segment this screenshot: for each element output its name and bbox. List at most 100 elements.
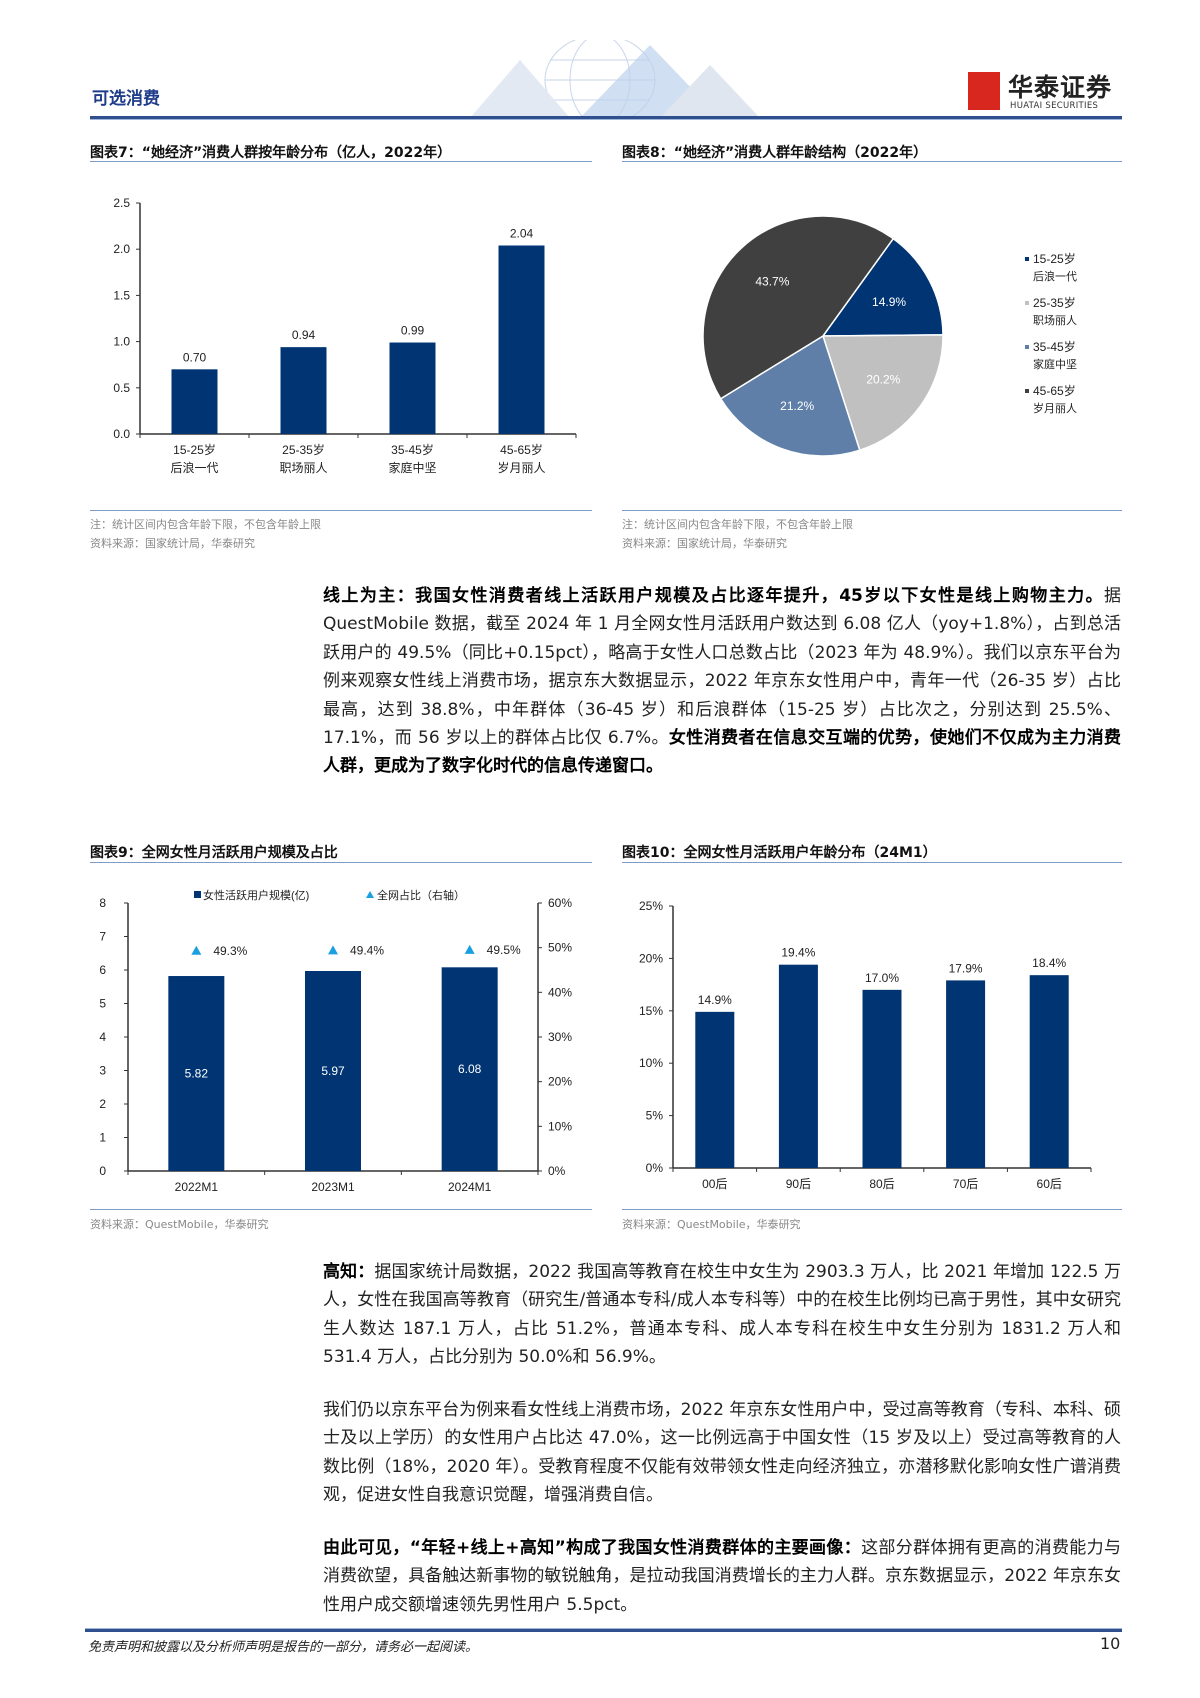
x-tick-label: 15-25岁: [173, 442, 216, 457]
y2-tick-label: 60%: [548, 896, 572, 910]
legend-label: 25-35岁: [1033, 295, 1076, 310]
legend-label: 35-45岁: [1033, 339, 1076, 354]
y-tick-label: 5: [99, 997, 106, 1011]
bar-value-label: 2.04: [510, 227, 534, 241]
y-tick-label: 2: [99, 1097, 106, 1111]
fig7-title-divider: [90, 161, 592, 162]
pie-slice-label: 43.7%: [755, 274, 789, 288]
pie-slice-label: 21.2%: [780, 399, 814, 413]
bar-value-label: 0.99: [401, 324, 425, 338]
para-body: 据国家统计局数据，2022 我国高等教育在校生中女生为 2903.3 万人，比 …: [323, 1262, 1122, 1368]
pie-slice: [702, 215, 895, 400]
x-tick-label: 2023M1: [311, 1180, 355, 1194]
x-tick-label: 家庭中坚: [388, 460, 436, 475]
bar: [305, 971, 361, 1171]
x-tick-label: 60后: [1037, 1177, 1062, 1191]
bar-value-label: 18.4%: [1032, 956, 1066, 970]
fig8-title-divider: [622, 161, 1122, 162]
fig8-note-divider: [622, 510, 1122, 511]
legend-swatch: [1025, 345, 1029, 349]
paragraph-education: 高知：据国家统计局数据，2022 我国高等教育在校生中女生为 2903.3 万人…: [323, 1258, 1121, 1372]
y-tick-label: 0%: [646, 1161, 664, 1175]
bar: [498, 245, 545, 434]
y-tick-label: 0.0: [113, 427, 130, 441]
bar: [695, 1011, 735, 1168]
y-tick-label: 6: [99, 963, 106, 977]
y-tick-label: 2.5: [113, 196, 130, 210]
pie-slice: [821, 237, 944, 337]
x-tick-label: 45-65岁: [500, 442, 543, 457]
bar-value-label: 0.94: [292, 328, 316, 342]
bar-value-label: 6.08: [458, 1062, 482, 1076]
share-marker: [191, 945, 202, 955]
y2-tick-label: 20%: [548, 1075, 572, 1089]
bar: [946, 980, 986, 1168]
para-bold-lead: 由此可见，“年轻+线上+高知”构成了我国女性消费群体的主要画像：: [323, 1538, 862, 1558]
bar: [441, 967, 498, 1171]
y-tick-label: 2.0: [113, 242, 130, 256]
y-tick-label: 15%: [639, 1004, 663, 1018]
x-tick-label: 70后: [953, 1177, 978, 1191]
legend-swatch-bar: [194, 891, 201, 898]
bar-value-label: 14.9%: [698, 993, 732, 1007]
y-tick-label: 20%: [639, 951, 663, 965]
bar: [389, 342, 436, 434]
fig8-title: 图表8：“她经济”消费人群年龄结构（2022年）: [622, 145, 928, 161]
fig7-source: 资料来源：国家统计局，华泰研究: [90, 537, 255, 550]
fig9-combo-chart: 0 1 2 3 4 5 6 7 8 0% 10% 20% 30% 40% 50% 60% 5.82 2022M1 4…: [99, 888, 572, 1194]
y2-tick-label: 40%: [548, 985, 572, 999]
share-value-label: 49.4%: [350, 943, 384, 957]
legend-sublabel: 岁月丽人: [1033, 401, 1077, 415]
fig7-title: 图表7：“她经济”消费人群按年龄分布（亿人，2022年）: [90, 145, 452, 161]
pie-slice-label: 14.9%: [872, 295, 906, 309]
bar-value-label: 19.4%: [781, 946, 815, 960]
bar: [778, 964, 818, 1168]
y-tick-label: 25%: [639, 899, 663, 913]
x-tick-label: 后浪一代: [170, 460, 218, 475]
header-divider: [90, 116, 1122, 120]
legend-label: 女性活跃用户规模(亿): [203, 888, 309, 902]
fig10-source-divider: [622, 1209, 1122, 1210]
y-tick-label: 1.0: [113, 335, 130, 349]
x-tick-label: 90后: [786, 1177, 811, 1191]
logo-text: 华泰证券: [1008, 73, 1113, 102]
pie-slice: [719, 334, 861, 457]
y-tick-label: 7: [99, 930, 106, 944]
legend-label: 45-65岁: [1033, 383, 1076, 398]
fig10-title-divider: [622, 862, 1122, 863]
y-tick-label: 4: [99, 1030, 106, 1044]
y2-tick-label: 50%: [548, 941, 572, 955]
y-tick-label: 0: [99, 1164, 106, 1178]
section-title: 可选消费: [92, 89, 160, 109]
paragraph-jd-education: 我们仍以京东平台为例来看女性线上消费市场，2022 年京东女性用户中，受过高等教…: [323, 1396, 1121, 1510]
para-bold-tail: 女性消费者在信息交互端的优势，使她们不仅成为主力消费人群，更成为了数字化时代的信…: [323, 728, 1121, 777]
x-tick-label: 岁月丽人: [497, 460, 545, 475]
pie-slice: [821, 334, 944, 452]
x-tick-label: 2024M1: [448, 1180, 492, 1194]
bar: [171, 369, 218, 434]
y2-tick-label: 30%: [548, 1030, 572, 1044]
para-body: 据 QuestMobile 数据，截至 2024 年 1 月全网女性月活跃用户数…: [323, 586, 1121, 749]
y-tick-label: 3: [99, 1064, 106, 1078]
legend-label: 全网占比（右轴）: [377, 888, 465, 902]
bar-value-label: 5.82: [185, 1067, 209, 1081]
header-decoration: [470, 40, 760, 118]
fig7-note-divider: [90, 510, 592, 511]
legend-sublabel: 职场丽人: [1033, 313, 1077, 327]
x-tick-label: 80后: [869, 1177, 894, 1191]
para-body: 我们仍以京东平台为例来看女性线上消费市场，2022 年京东女性用户中，受过高等教…: [323, 1400, 1121, 1506]
fig8-note: 注：统计区间内包含年龄下限，不包含年龄上限: [622, 518, 853, 531]
fig9-source: 资料来源：QuestMobile，华泰研究: [90, 1218, 269, 1231]
footer-disclaimer: 免责声明和披露以及分析师声明是报告的一部分，请务必一起阅读。: [88, 1640, 479, 1655]
para-body: 这部分群体拥有更高的消费能力与消费欲望，具备触达新事物的敏锐触角，是拉动我国消费…: [323, 1538, 1121, 1615]
legend-swatch: [1025, 301, 1029, 305]
legend-sublabel: 家庭中坚: [1033, 357, 1077, 371]
fig10-title: 图表10：全网女性月活跃用户年龄分布（24M1）: [622, 845, 937, 861]
legend-swatch: [1025, 257, 1029, 261]
fig9-title: 图表9：全网女性月活跃用户规模及占比: [90, 845, 338, 861]
x-tick-label: 2022M1: [175, 1180, 219, 1194]
logo-subtext: HUATAI SECURITIES: [1010, 101, 1099, 111]
legend-swatch-marker: [366, 891, 374, 898]
bar: [862, 989, 902, 1168]
